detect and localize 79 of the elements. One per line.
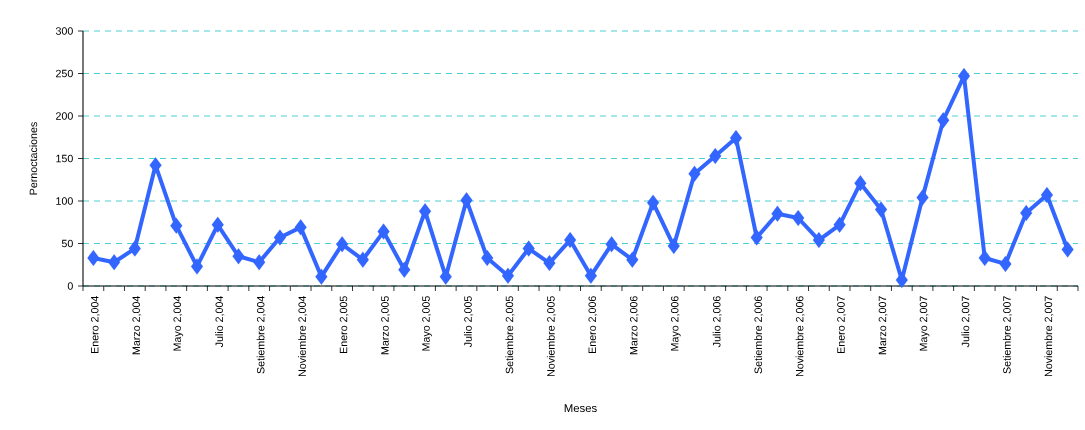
point xyxy=(170,217,183,234)
point xyxy=(564,232,577,249)
point xyxy=(792,209,805,227)
point xyxy=(232,248,245,265)
x-tick-label: Marzo 2,006 xyxy=(629,296,639,355)
y-tick-label: 250 xyxy=(56,69,73,78)
point xyxy=(833,216,846,233)
point xyxy=(501,267,515,284)
y-tick-label: 50 xyxy=(61,239,73,248)
x-tick-label: Mayo 2,005 xyxy=(422,296,432,351)
point xyxy=(688,165,701,182)
point xyxy=(812,232,825,249)
point xyxy=(667,237,680,255)
point xyxy=(481,249,494,267)
point xyxy=(709,147,722,165)
x-tick-label: Marzo 2,007 xyxy=(878,296,888,355)
x-tick-label: Marzo 2,004 xyxy=(132,296,142,355)
point xyxy=(315,268,328,285)
point xyxy=(149,157,162,174)
x-tick-label: Mayo 2,004 xyxy=(173,296,184,351)
point xyxy=(916,189,929,206)
x-tick-label: Julio 2,005 xyxy=(463,296,474,348)
x-tick-label: Marzo 2,005 xyxy=(381,296,390,355)
point xyxy=(1061,241,1074,258)
point xyxy=(460,192,473,209)
point xyxy=(999,255,1012,272)
y-tick-label: 300 xyxy=(55,27,73,35)
x-tick-label: Enero 2,007 xyxy=(837,296,847,353)
point xyxy=(875,201,888,218)
x-tick-label: Mayo 2,007 xyxy=(919,296,930,351)
point xyxy=(978,249,991,267)
point xyxy=(937,112,950,129)
point xyxy=(211,216,224,233)
point xyxy=(108,254,121,271)
x-tick-label: Setiembre 2,004 xyxy=(256,296,266,374)
point xyxy=(128,240,141,257)
point xyxy=(750,229,763,246)
x-axis-title: Meses xyxy=(564,404,597,413)
x-tick-label: Enero 2,005 xyxy=(339,296,349,353)
y-tick-label: 200 xyxy=(56,112,73,120)
x-tick-label: Noviembre 2,004 xyxy=(298,296,308,377)
x-tick-label: Julio 2,004 xyxy=(215,296,225,348)
point xyxy=(273,229,286,246)
point xyxy=(398,261,411,278)
point xyxy=(439,268,452,285)
point xyxy=(584,267,597,284)
x-tick-label: Enero 2,006 xyxy=(588,296,598,353)
y-tick-label: 0 xyxy=(67,282,73,290)
point xyxy=(377,223,390,240)
x-tick-label: Setiembre 2,007 xyxy=(1002,296,1012,374)
point xyxy=(1040,186,1053,204)
x-tick-label: Enero 2,004 xyxy=(90,296,100,353)
y-tick-label: 150 xyxy=(56,154,73,163)
x-tick-label: Noviembre 2,006 xyxy=(795,296,805,377)
x-tick-label: Mayo 2,006 xyxy=(670,296,681,351)
point xyxy=(356,251,369,268)
point xyxy=(646,194,660,211)
point xyxy=(522,240,535,257)
x-tick-label: Julio 2,007 xyxy=(961,296,971,348)
point xyxy=(87,249,100,267)
y-tick-label: 100 xyxy=(56,197,73,205)
point xyxy=(336,236,349,253)
x-tick-label: Setiembre 2,005 xyxy=(505,296,515,374)
x-tick-label: Julio 2,006 xyxy=(712,296,722,348)
point xyxy=(626,251,639,268)
point xyxy=(543,254,556,272)
point xyxy=(1020,204,1033,221)
point xyxy=(771,205,784,222)
x-tick-label: Noviembre 2,007 xyxy=(1044,296,1054,377)
point xyxy=(729,130,743,147)
point xyxy=(605,236,618,253)
point xyxy=(294,219,307,236)
x-tick-label: Setiembre 2,006 xyxy=(754,296,764,374)
point xyxy=(854,175,867,192)
point xyxy=(190,258,204,275)
y-axis-title: Pernoctaciones xyxy=(29,122,38,195)
point xyxy=(418,203,432,220)
x-tick-label: Noviembre 2,005 xyxy=(546,296,556,377)
point xyxy=(253,254,266,271)
